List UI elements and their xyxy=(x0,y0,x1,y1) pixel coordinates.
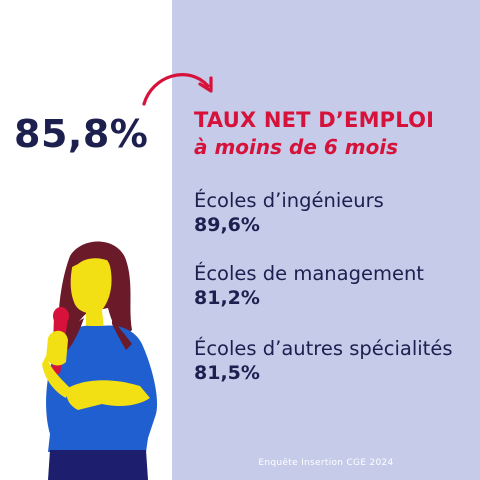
source-note: Enquête Insertion CGE 2024 xyxy=(258,458,394,468)
woman-with-microphone-illustration xyxy=(42,241,158,480)
stat-management: Écoles de management 81,2% xyxy=(194,262,424,309)
stat-other-specialties: Écoles d’autres spécialités 81,5% xyxy=(194,337,452,384)
stat-value: 89,6% xyxy=(194,214,260,236)
headline-stat: 85,8% xyxy=(14,112,149,156)
stat-label: Écoles d’ingénieurs xyxy=(194,189,384,212)
right-panel xyxy=(172,0,480,480)
curved-arrow-icon xyxy=(142,73,213,106)
stat-label: Écoles d’autres spécialités xyxy=(194,337,453,360)
title: TAUX NET D’EMPLOI xyxy=(194,108,435,132)
subtitle: à moins de 6 mois xyxy=(194,135,399,159)
stat-engineering: Écoles d’ingénieurs 89,6% xyxy=(194,189,384,236)
stat-label: Écoles de management xyxy=(194,262,424,285)
stat-value: 81,2% xyxy=(194,287,260,309)
stat-value: 81,5% xyxy=(194,362,260,384)
